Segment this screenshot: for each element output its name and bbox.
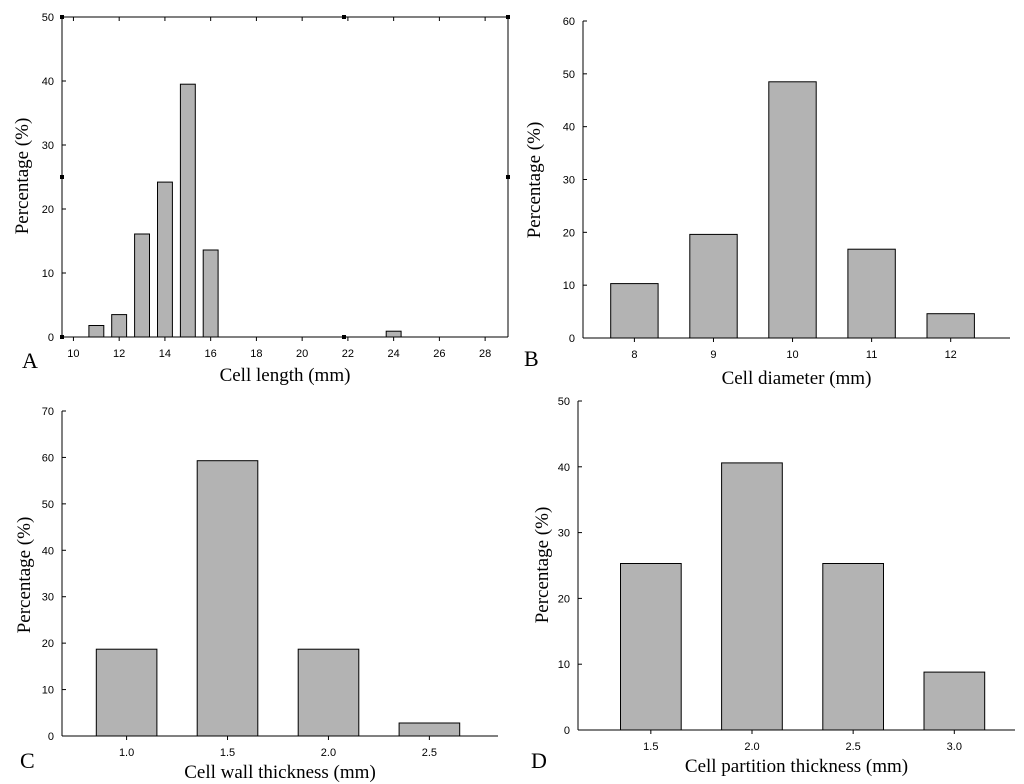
- frame-marker-A-4: [506, 175, 510, 179]
- panel-label-A: A: [22, 348, 38, 373]
- y-tick-label-B-20: 20: [563, 227, 575, 239]
- x-axis-label-A: Cell length (mm): [220, 365, 351, 386]
- y-tick-label-C-40: 40: [42, 545, 54, 557]
- bar-C-1.5: [196, 460, 259, 737]
- chart-panel-D: 0 10 20 30 40 50 1.5 2.0 2.5 3.0 Cell partition th…: [531, 396, 1015, 777]
- y-tick-label-C-10: 10: [42, 685, 54, 697]
- frame-marker-A-2: [342, 15, 346, 19]
- bar-B-11: [847, 248, 896, 339]
- x-tick-label-C-2.0: 2.0: [321, 747, 336, 759]
- panel-label-B: B: [524, 346, 539, 371]
- bar-A-14: [157, 181, 173, 338]
- x-tick-label-B-8: 8: [631, 349, 637, 361]
- frame-marker-A-3: [60, 175, 64, 179]
- y-tick-label-D-10: 10: [558, 659, 570, 671]
- y-tick-label-A-30: 30: [42, 140, 54, 152]
- x-tick-label-A-22: 22: [342, 348, 354, 360]
- bar-C-2: [297, 648, 360, 737]
- x-tick-label-C-2.5: 2.5: [422, 747, 437, 759]
- y-tick-label-A-40: 40: [42, 76, 54, 88]
- x-axis-label-C: Cell wall thickness (mm): [184, 762, 376, 783]
- x-tick-label-A-12: 12: [113, 348, 125, 360]
- y-tick-label-C-20: 20: [42, 638, 54, 650]
- bar-B-8: [610, 283, 659, 339]
- bar-A-13: [134, 233, 151, 338]
- x-tick-label-A-16: 16: [205, 348, 217, 360]
- y-tick-label-D-20: 20: [558, 593, 570, 605]
- x-tick-label-C-1.5: 1.5: [220, 747, 235, 759]
- y-tick-label-C-60: 60: [42, 452, 54, 464]
- y-tick-label-A-20: 20: [42, 204, 54, 216]
- x-axis-label-D: Cell partition thickness (mm): [685, 756, 908, 777]
- x-tick-label-A-26: 26: [433, 348, 445, 360]
- bar-B-9: [689, 233, 738, 339]
- panel-label-C: C: [20, 748, 35, 773]
- y-tick-label-D-50: 50: [558, 396, 570, 408]
- x-tick-label-B-11: 11: [866, 349, 877, 361]
- frame-marker-A-0: [60, 15, 64, 19]
- y-tick-label-A-10: 10: [42, 268, 54, 280]
- y-tick-label-C-30: 30: [42, 592, 54, 604]
- bar-A-11: [88, 325, 105, 338]
- y-tick-label-B-40: 40: [563, 122, 575, 134]
- bar-C-2.5: [398, 722, 461, 737]
- y-tick-label-D-30: 30: [558, 528, 570, 540]
- x-tick-label-B-9: 9: [710, 349, 716, 361]
- bar-D-2: [721, 462, 783, 731]
- y-tick-label-B-50: 50: [563, 69, 575, 81]
- bar-A-15: [179, 83, 196, 338]
- y-tick-label-B-30: 30: [563, 175, 575, 187]
- bar-B-12: [926, 313, 975, 339]
- y-tick-label-C-0: 0: [48, 731, 54, 743]
- x-tick-label-D-3.0: 3.0: [947, 741, 962, 753]
- y-tick-label-A-50: 50: [42, 12, 54, 24]
- x-tick-label-D-2.0: 2.0: [744, 741, 759, 753]
- y-tick-label-D-0: 0: [564, 725, 570, 737]
- y-tick-label-C-50: 50: [42, 499, 54, 511]
- x-tick-label-A-20: 20: [296, 348, 308, 360]
- y-tick-label-B-60: 60: [563, 16, 575, 28]
- chart-panel-B: 0 10 20 30 40 50 60 8 9 10 11 12 Cell diameter (mm) P…: [524, 16, 1010, 389]
- chart-panel-A: 0 10 20 30 40 50 10 12 14 16 18 20 22 24 26 28 Cell leng…: [12, 12, 510, 386]
- bar-C-1: [95, 648, 158, 737]
- x-tick-label-A-14: 14: [159, 348, 171, 360]
- x-tick-label-C-1.0: 1.0: [119, 747, 134, 759]
- x-axis-label-B: Cell diameter (mm): [722, 368, 872, 389]
- bar-A-16: [202, 249, 219, 338]
- y-tick-label-B-0: 0: [569, 333, 575, 345]
- y-axis-label-C: Percentage (%): [14, 517, 35, 634]
- x-tick-label-A-24: 24: [388, 348, 400, 360]
- y-axis-label-D: Percentage (%): [532, 507, 553, 624]
- bar-A-24: [385, 330, 402, 338]
- x-tick-label-B-10: 10: [786, 349, 798, 361]
- frame-marker-A-5: [60, 335, 64, 339]
- bar-B-10: [768, 81, 817, 339]
- bar-A-12: [111, 314, 128, 338]
- x-tick-label-A-28: 28: [479, 348, 491, 360]
- x-tick-label-D-2.5: 2.5: [845, 741, 860, 753]
- x-tick-label-A-10: 10: [67, 348, 79, 360]
- frame-marker-A-6: [342, 335, 346, 339]
- y-tick-label-C-70: 70: [42, 406, 54, 418]
- bar-D-3: [923, 671, 986, 731]
- bar-D-1.5: [620, 563, 682, 731]
- y-tick-label-D-40: 40: [558, 462, 570, 474]
- panel-label-D: D: [531, 748, 547, 773]
- y-tick-label-B-10: 10: [563, 280, 575, 292]
- y-axis-label-B: Percentage (%): [524, 122, 545, 239]
- frame-marker-A-1: [506, 15, 510, 19]
- x-tick-label-B-12: 12: [945, 349, 957, 361]
- x-tick-label-D-1.5: 1.5: [643, 741, 658, 753]
- chart-panel-C: 0 10 20 30 40 50 60 70 1.0 1.5 2.0 2.5 Cell wall thi…: [14, 406, 498, 783]
- bar-D-2.5: [822, 563, 884, 731]
- y-axis-label-A: Percentage (%): [12, 118, 33, 235]
- x-tick-label-A-18: 18: [250, 348, 262, 360]
- y-tick-label-A-0: 0: [48, 332, 54, 344]
